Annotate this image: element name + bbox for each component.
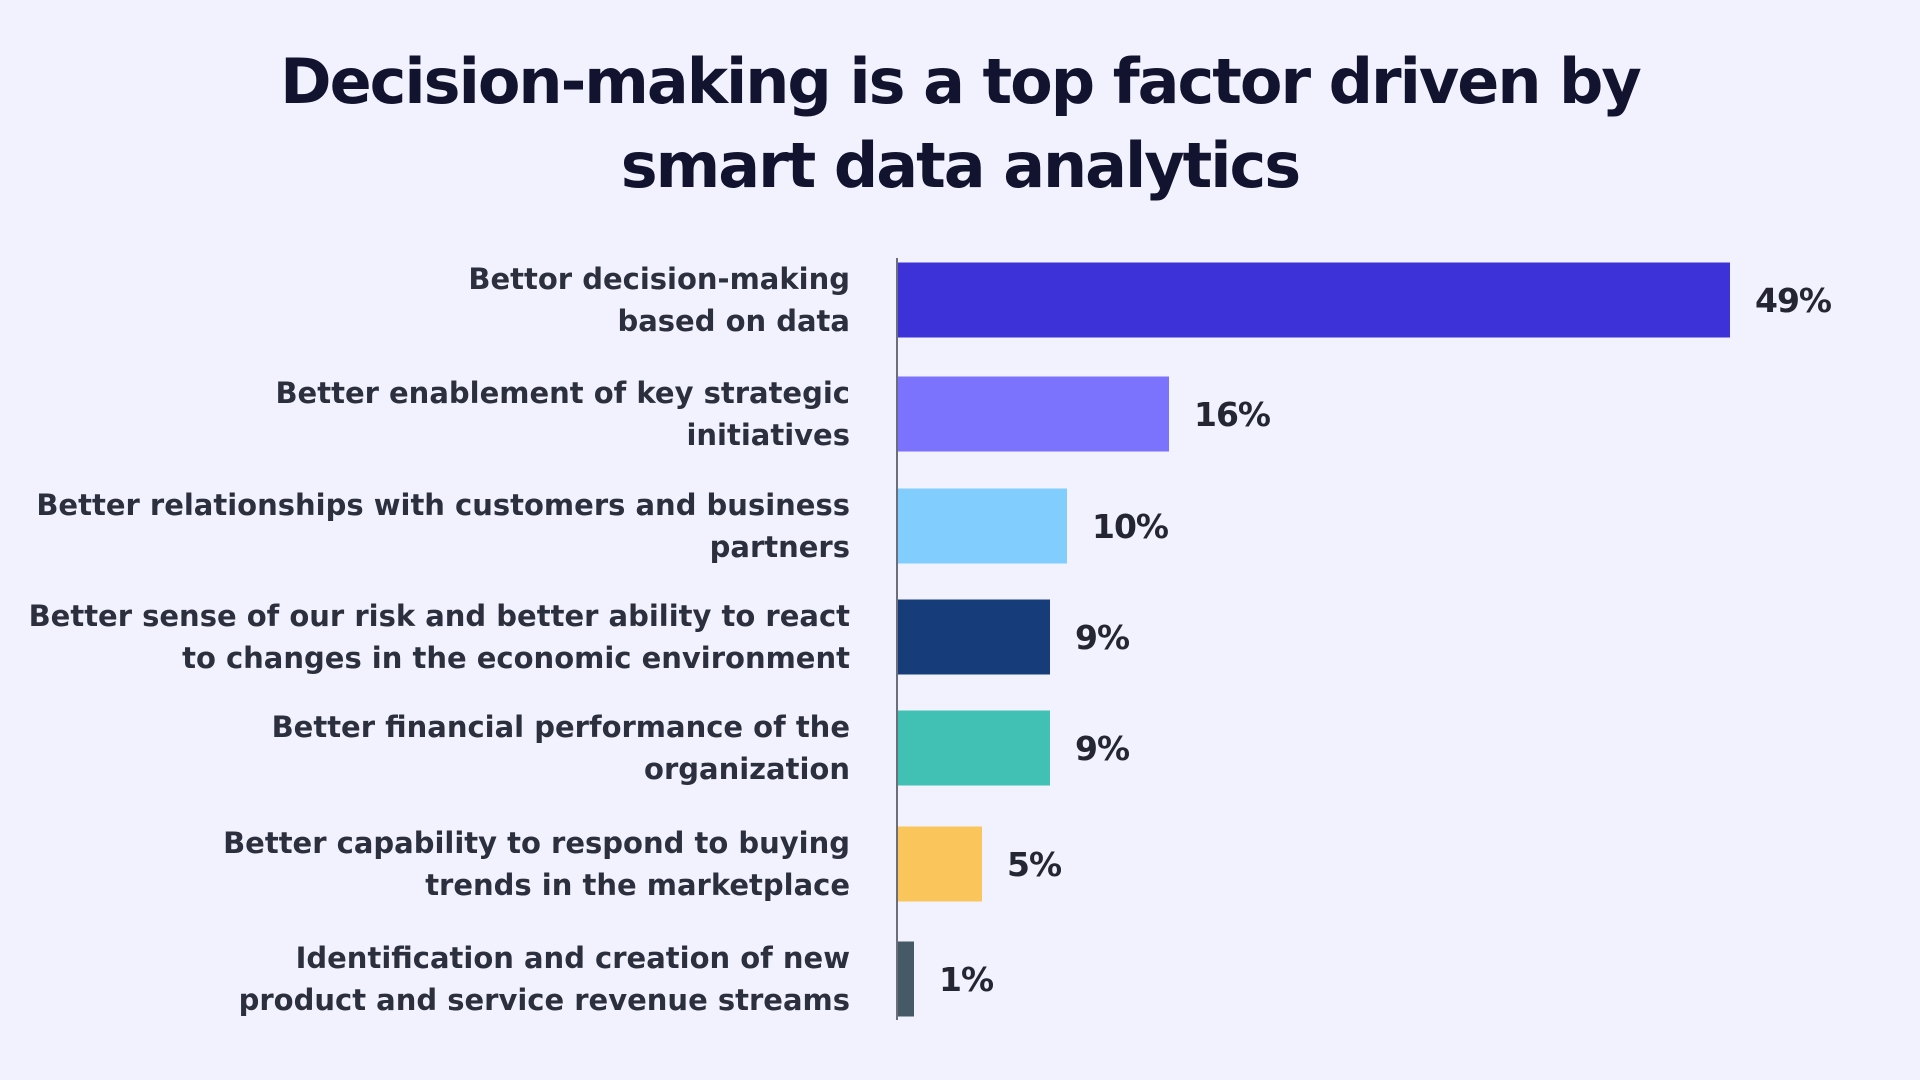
chart-title-line-2: smart data analytics — [620, 129, 1301, 202]
category-label-4-line-1: Better sense of our risk and better abil… — [29, 599, 851, 633]
value-label-2: 16% — [1194, 395, 1271, 434]
chart-title-line-1: Decision-making is a top factor driven b… — [280, 45, 1642, 118]
category-label-5-line-2: organization — [644, 752, 850, 786]
category-label-6-line-2: trends in the marketplace — [425, 868, 850, 902]
category-label-7: Identification and creation of new produc… — [239, 941, 850, 1017]
bar-2 — [897, 376, 1169, 452]
bar-5 — [897, 710, 1050, 786]
bar-4 — [897, 599, 1050, 675]
category-label-3-line-2: partners — [710, 530, 850, 564]
bar-1 — [897, 262, 1730, 338]
category-label-3: Better relationships with customers and … — [36, 488, 850, 564]
value-label-5: 9% — [1075, 729, 1130, 768]
category-label-7-line-1: Identification and creation of new — [296, 941, 850, 975]
category-label-5: Better financial performance of the organ… — [272, 710, 850, 786]
category-label-4: Better sense of our risk and better abil… — [29, 599, 851, 675]
bar-6 — [897, 826, 982, 902]
category-label-2-line-1: Better enablement of key strategic — [275, 376, 850, 410]
category-label-7-line-2: product and service revenue streams — [239, 983, 850, 1017]
category-label-1: Bettor decision-making based on data — [468, 262, 850, 338]
category-label-6: Better capability to respond to buying tr… — [223, 826, 850, 902]
category-label-1-line-2: based on data — [617, 304, 850, 338]
category-label-4-line-2: to changes in the economic environment — [182, 641, 850, 675]
bar-7 — [897, 941, 914, 1017]
category-label-3-line-1: Better relationships with customers and … — [36, 488, 850, 522]
value-label-3: 10% — [1092, 507, 1169, 546]
value-label-4: 9% — [1075, 618, 1130, 657]
value-label-1: 49% — [1755, 281, 1832, 320]
value-label-6: 5% — [1007, 845, 1062, 884]
category-label-2-line-2: initiatives — [686, 418, 850, 452]
category-label-2: Better enablement of key strategic initia… — [275, 376, 850, 452]
bar-3 — [897, 488, 1067, 564]
chart-title: Decision-making is a top factor driven b… — [260, 40, 1660, 208]
category-label-6-line-1: Better capability to respond to buying — [223, 826, 850, 860]
category-label-1-line-1: Bettor decision-making — [468, 262, 850, 296]
value-label-7: 1% — [939, 960, 994, 999]
category-label-5-line-1: Better financial performance of the — [272, 710, 850, 744]
